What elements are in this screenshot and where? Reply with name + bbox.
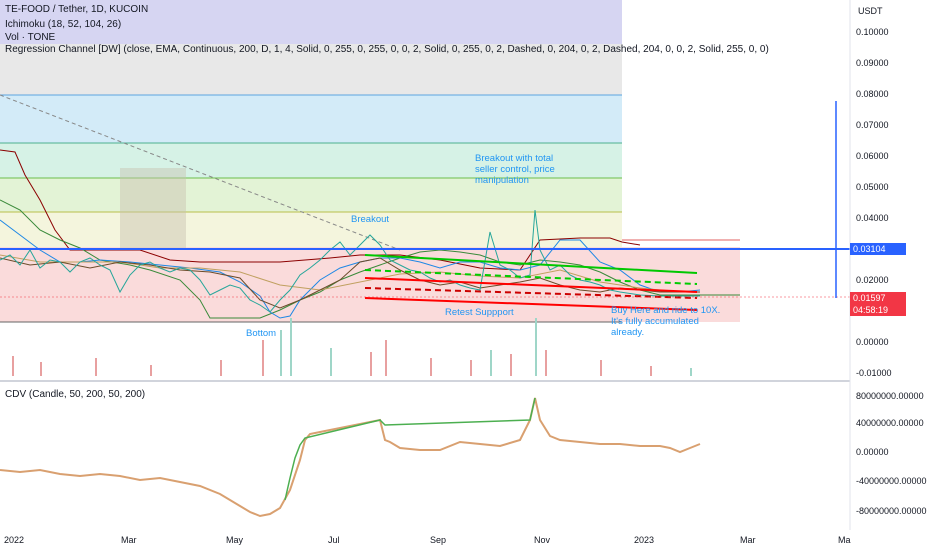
currency-label: USDT [858,6,883,16]
price-candles [0,209,700,313]
volume-bars [12,318,692,376]
time-tick-label: 2022 [4,535,25,545]
cdv-panel-title[interactable]: CDV (Candle, 50, 200, 50, 200) [5,389,146,400]
annotation-line: already. [611,327,645,338]
annotation-line: seller control, price [475,164,555,175]
price-tick-label: 0.09000 [856,58,889,68]
indicator-volume[interactable]: Vol · TONE [5,32,56,43]
time-tick-label: Ma [838,535,851,545]
price-tick-label: 0.02000 [856,275,889,285]
price-tick-label: 0.07000 [856,120,889,130]
cdv-tick-label: 80000000.00000 [856,391,924,401]
cdv-tick-label: 0.00000 [856,447,889,457]
cdv-tick-label: -40000000.00000 [856,476,927,486]
price-tick-label: 0.10000 [856,27,889,37]
annotation-buy: Buy Here and ride to 10X. It's fully acc… [611,305,720,338]
chart-title: TE-FOOD / Tether, 1D, KUCOIN [5,4,149,15]
annotation-bottom: Bottom [246,328,277,339]
annotation-breakout-total: Breakout with total seller control, pric… [475,153,555,186]
cdv-series [0,397,701,518]
time-tick-label: May [226,535,244,545]
indicator-ichimoku[interactable]: Ichimoku (18, 52, 104, 26) [5,19,122,30]
time-tick-label: 2023 [634,535,655,545]
price-tick-label: -0.01000 [856,368,892,378]
annotation-breakout: Breakout [351,214,390,225]
price-tick-label: 0.06000 [856,151,889,161]
price-tick-label: 0.04000 [856,213,889,223]
time-tick-label: Nov [534,535,551,545]
dashed-trendline [0,94,401,251]
indicator-regression-channel[interactable]: Regression Channel [DW] (close, EMA, Con… [5,44,769,55]
fib-zones [0,0,740,323]
price-tick-label: 0.00000 [856,337,889,347]
current-price-tag: 0.01597 [850,292,906,304]
annotation-retest: Retest Suppport [445,307,514,318]
time-tick-label: Mar [121,535,137,545]
annotation-line: Buy Here and ride to 10X. [611,305,721,316]
time-tick-label: Jul [328,535,340,545]
price-tick-label: 0.05000 [856,182,889,192]
cdv-tick-label: -80000000.00000 [856,506,927,516]
price-tick-label: 0.08000 [856,89,889,99]
annotation-line: It's fully accumulated [611,316,699,327]
bar-countdown: 04:58:19 [850,304,906,316]
regression-channel [364,254,698,311]
time-tick-label: Sep [430,535,447,545]
time-tick-label: Mar [740,535,756,545]
annotation-line: Breakout with total [475,153,554,164]
level-price-tag: 0.03104 [850,243,906,255]
cdv-tick-label: 40000000.00000 [856,418,924,428]
annotation-line: manipulation [475,175,529,186]
